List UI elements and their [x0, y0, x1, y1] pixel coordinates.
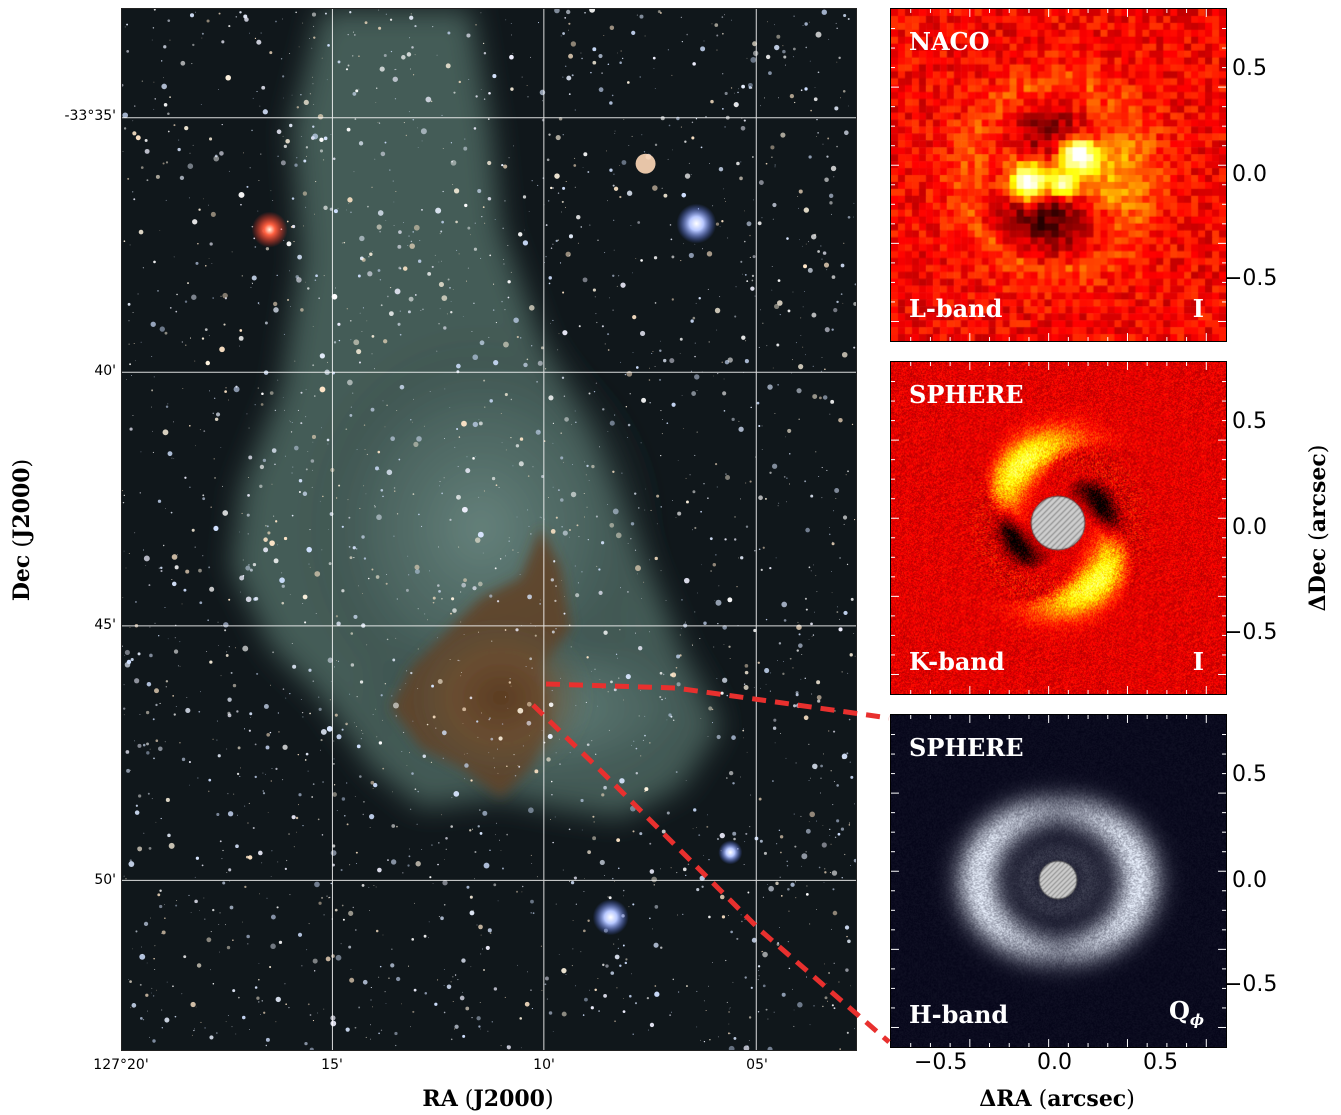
dec-label-suffix: J2000 [9, 467, 35, 540]
panel-stokes-label: Qϕ [1169, 996, 1204, 1029]
panel-instrument-label: SPHERE [909, 380, 1024, 409]
ra-axis-label: RA (J2000) [422, 1086, 554, 1112]
dra-tick-label: 0.5 [1143, 1050, 1178, 1075]
sphere-kband-panel: SPHERE K-band I [890, 361, 1227, 695]
ra-tick-label: 15' [321, 1057, 343, 1073]
ra-tick-label: 127°20' [93, 1057, 149, 1073]
ddec-tick-label: 0.5 [1232, 56, 1267, 81]
dec-tick-label: 40' [94, 363, 116, 379]
dra-label-unit: arcsec [1047, 1086, 1127, 1112]
ddec-tick-label: −0.5 [1224, 266, 1278, 291]
ddec-tick-label: −0.5 [1224, 972, 1278, 997]
dra-tick-label: −0.5 [914, 1050, 968, 1075]
stokes-q: Q [1168, 996, 1190, 1026]
dec-tick-label: 50' [94, 872, 116, 888]
ddec-tick-label: 0.0 [1232, 162, 1267, 187]
bright-blue-star [676, 203, 717, 244]
sphere-hband-image [891, 715, 1226, 1047]
ddec-tick-label: 0.5 [1232, 409, 1267, 434]
panel-stokes-label: I [1192, 294, 1204, 323]
orange-star [635, 153, 656, 174]
wide-field-render [122, 9, 856, 1050]
panel-band-label: H-band [909, 1000, 1009, 1029]
panel-stokes-label: I [1192, 647, 1204, 676]
dra-axis-label: ΔRA (arcsec) [979, 1086, 1135, 1112]
naco-lband-image [891, 9, 1226, 341]
bright-blue-star [592, 899, 629, 936]
ddec-tick-label: 0.0 [1232, 515, 1267, 540]
panel-band-label: K-band [909, 647, 1005, 676]
ddec-tick-label: −0.5 [1224, 620, 1278, 645]
ddec-tick-label: 0.5 [1232, 762, 1267, 787]
sphere-hband-panel: SPHERE H-band Qϕ [890, 714, 1227, 1048]
naco-lband-panel: NACO L-band I [890, 8, 1227, 342]
red-star [251, 211, 288, 248]
ddec-label-unit: arcsec [1305, 453, 1331, 533]
wide-field-image [121, 8, 857, 1051]
panel-instrument-label: NACO [909, 27, 990, 56]
ra-tick-label: 05' [746, 1057, 768, 1073]
dec-label-main: Dec [9, 554, 35, 602]
ra-label-suffix: J2000 [473, 1086, 545, 1112]
ddec-axis-label: ΔDec (arcsec) [1305, 444, 1331, 612]
dec-tick-label: -33°35' [64, 108, 116, 124]
ddec-tick-label: 0.0 [1232, 868, 1267, 893]
ra-label-main: RA [422, 1086, 458, 1112]
bright-blue-star [718, 840, 743, 865]
stokes-subscript: ϕ [1189, 1011, 1204, 1029]
ra-tick-label: 10' [533, 1057, 555, 1073]
dra-label-main: ΔRA [979, 1086, 1032, 1112]
ddec-label-main: ΔDec [1305, 547, 1331, 612]
dec-axis-label: Dec (J2000) [9, 458, 35, 602]
panel-band-label: L-band [909, 294, 1003, 323]
dra-tick-label: 0.0 [1037, 1050, 1072, 1075]
panel-instrument-label: SPHERE [909, 733, 1024, 762]
dec-tick-label: 45' [94, 617, 116, 633]
sphere-kband-image [891, 362, 1226, 694]
